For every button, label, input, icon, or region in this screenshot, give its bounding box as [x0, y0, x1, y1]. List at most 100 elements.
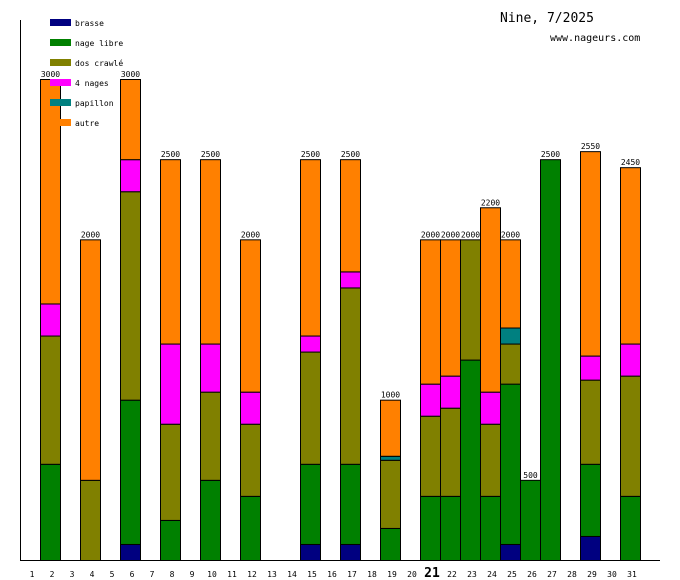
bar-segment-day2-4-nages — [40, 303, 61, 337]
bar-segment-day22-autre — [440, 239, 461, 377]
legend-swatch-autre — [50, 119, 71, 126]
bar-segment-day31-nage-libre — [620, 495, 641, 561]
bar-segment-day31-4-nages — [620, 343, 641, 377]
x-tick-label-14: 14 — [287, 570, 297, 579]
bar-segment-day2-dos-crawlé — [40, 335, 61, 465]
bar-segment-day24-4-nages — [480, 391, 501, 425]
x-tick-label-26: 26 — [527, 570, 537, 579]
bar-segment-day17-dos-crawlé — [340, 287, 361, 465]
bar-segment-day15-nage-libre — [300, 463, 321, 545]
bar-segment-day15-autre — [300, 159, 321, 337]
bar-segment-day22-nage-libre — [440, 495, 461, 561]
bars-group — [40, 79, 641, 562]
legend-swatch-4-nages — [50, 79, 71, 86]
bar-segment-day2-autre — [40, 79, 61, 305]
bar-segment-day25-papillon — [500, 327, 521, 345]
bar-segment-day8-autre — [160, 159, 181, 345]
bar-segment-day19-nage-libre — [380, 527, 401, 562]
bar-segment-day23-dos-crawlé — [460, 239, 481, 361]
bar-segment-day6-autre — [120, 79, 141, 161]
chart-subtitle: www.nageurs.com — [550, 33, 640, 44]
bar-segment-day6-4-nages — [120, 159, 141, 193]
x-tick-label-5: 5 — [110, 570, 115, 579]
bar-segment-day21-nage-libre — [420, 495, 441, 561]
x-tick-label-17: 17 — [347, 570, 357, 579]
bar-segment-day10-4-nages — [200, 343, 221, 393]
total-label-day27: 2500 — [541, 150, 560, 159]
bar-segment-day17-nage-libre — [340, 463, 361, 545]
x-tick-label-4: 4 — [90, 570, 95, 579]
bar-segment-day25-dos-crawlé — [500, 343, 521, 385]
bar-segment-day17-4-nages — [340, 271, 361, 289]
total-label-day2: 3000 — [41, 70, 60, 79]
x-tick-label-25: 25 — [507, 570, 517, 579]
x-tick-label-11: 11 — [227, 570, 237, 579]
bar-segment-day19-autre — [380, 399, 401, 457]
x-tick-label-19: 19 — [387, 570, 397, 579]
bar-segment-day21-autre — [420, 239, 441, 385]
bar-segment-day24-autre — [480, 207, 501, 393]
bar-segment-day24-dos-crawlé — [480, 423, 501, 497]
bar-segment-day17-autre — [340, 159, 361, 273]
x-tick-label-27: 27 — [547, 570, 557, 579]
bar-segment-day8-nage-libre — [160, 519, 181, 562]
bar-segment-day17-brasse — [340, 543, 361, 562]
x-tick-labels-group: 1 2 3 4 5 6 7 8 9 10 11 12 13 14 15 16 17 18 19 20 21 22 23 24 2… — [30, 566, 637, 580]
x-tick-label-8: 8 — [170, 570, 175, 579]
chart-title: Nine, 7/2025 — [500, 11, 594, 26]
total-label-day8: 2500 — [161, 150, 180, 159]
bar-segment-day6-brasse — [120, 543, 141, 562]
x-tick-label-29: 29 — [587, 570, 597, 579]
bar-segment-day26-nage-libre — [520, 479, 541, 562]
x-tick-label-20: 20 — [407, 570, 417, 579]
x-tick-label-22: 22 — [447, 570, 457, 579]
bar-segment-day2-nage-libre — [40, 463, 61, 561]
x-tick-label-30: 30 — [607, 570, 617, 579]
bar-segment-day10-dos-crawlé — [200, 391, 221, 481]
bar-segment-day12-4-nages — [240, 391, 261, 425]
bar-segment-day4-dos-crawlé — [80, 479, 101, 562]
bar-segment-day22-dos-crawlé — [440, 407, 461, 497]
x-tick-label-6: 6 — [130, 570, 135, 579]
total-label-day12: 2000 — [241, 230, 260, 239]
total-label-day26: 500 — [523, 471, 538, 480]
x-tick-label-23: 23 — [467, 570, 477, 579]
bar-segment-day29-4-nages — [580, 355, 601, 381]
bar-segment-day29-autre — [580, 151, 601, 357]
bar-segment-day19-papillon — [380, 455, 401, 461]
total-label-day19: 1000 — [381, 391, 400, 400]
bar-segment-day6-dos-crawlé — [120, 191, 141, 401]
bar-segment-day27-nage-libre — [540, 159, 561, 562]
bar-segment-day21-dos-crawlé — [420, 415, 441, 497]
legend: brasse nage libre dos crawlé 4 nages papillo… — [50, 19, 123, 128]
legend-swatch-nage-libre — [50, 39, 71, 46]
x-tick-label-10: 10 — [207, 570, 217, 579]
bar-segment-day24-nage-libre — [480, 495, 501, 561]
bar-segment-day12-dos-crawlé — [240, 423, 261, 497]
legend-swatch-papillon — [50, 99, 71, 106]
bar-segment-day29-nage-libre — [580, 463, 601, 537]
bar-segment-day21-4-nages — [420, 383, 441, 417]
bar-segment-day22-4-nages — [440, 375, 461, 409]
legend-swatch-dos-crawlé — [50, 59, 71, 66]
x-tick-label-9: 9 — [190, 570, 195, 579]
total-label-day4: 2000 — [81, 230, 100, 239]
total-label-day29: 2550 — [581, 142, 600, 151]
bar-segment-day10-nage-libre — [200, 479, 221, 562]
total-label-day17: 2500 — [341, 150, 360, 159]
bar-segment-day8-4-nages — [160, 343, 181, 425]
legend-label-papillon: papillon — [75, 99, 114, 108]
total-label-day21: 2000 — [421, 230, 440, 239]
bar-segment-day15-brasse — [300, 543, 321, 562]
bar-segment-day12-autre — [240, 239, 261, 393]
total-labels-group: 3000 2000 3000 2500 2500 2000 2500 2500 1000 2000… — [41, 70, 640, 480]
bar-segment-day25-autre — [500, 239, 521, 329]
bar-segment-day25-brasse — [500, 543, 521, 562]
total-label-day25: 2000 — [501, 230, 520, 239]
x-tick-label-16: 16 — [327, 570, 337, 579]
bar-segment-day6-nage-libre — [120, 399, 141, 545]
total-label-day24: 2200 — [481, 198, 500, 207]
x-tick-label-31: 31 — [627, 570, 637, 579]
legend-label-autre: autre — [75, 119, 99, 128]
x-tick-label-18: 18 — [367, 570, 377, 579]
